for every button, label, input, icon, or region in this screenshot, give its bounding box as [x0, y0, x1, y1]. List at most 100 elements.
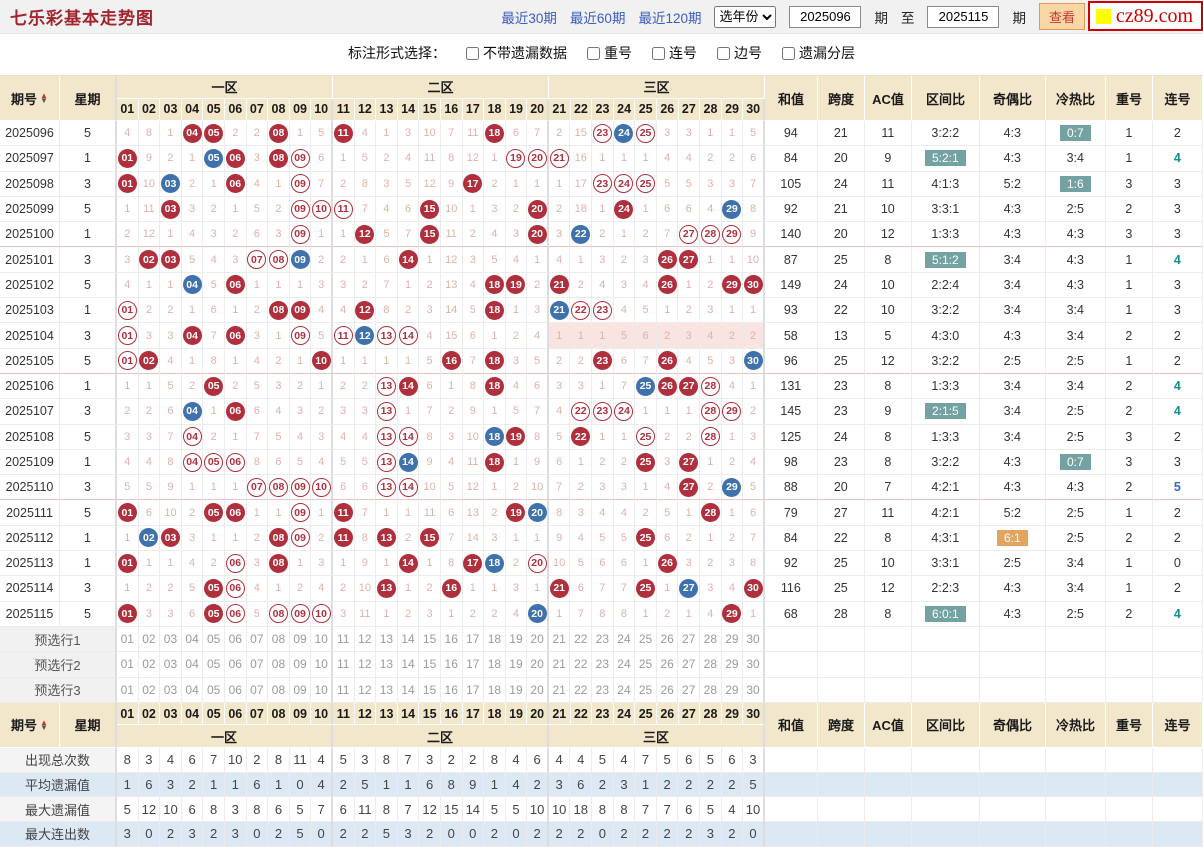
preselect-number-cell[interactable]: 28	[700, 652, 722, 678]
preselect-number-cell[interactable]: 30	[743, 626, 765, 653]
preselect-number[interactable]: 02	[142, 657, 156, 672]
preselect-number-cell[interactable]: 07	[246, 652, 269, 678]
preselect-number-cell[interactable]: 05	[203, 677, 225, 703]
checkbox-no-miss[interactable]	[466, 46, 479, 60]
preselect-number-cell[interactable]: 02	[138, 677, 161, 703]
preselect-number-cell[interactable]: 02	[138, 652, 161, 678]
preselect-number[interactable]: 21	[552, 657, 566, 672]
preselect-number[interactable]: 28	[703, 632, 717, 647]
link-last-30[interactable]: 最近30期	[501, 10, 557, 26]
preselect-number-cell[interactable]: 27	[678, 626, 701, 653]
preselect-number-cell[interactable]: 16	[440, 626, 463, 653]
preselect-number-cell[interactable]: 14	[397, 626, 420, 653]
preselect-number-cell[interactable]: 11	[332, 626, 355, 653]
preselect-number[interactable]: 19	[509, 657, 523, 672]
preselect-number-cell[interactable]: 13	[376, 677, 398, 703]
preselect-number[interactable]: 01	[120, 657, 134, 672]
preselect-number-cell[interactable]: 20	[527, 677, 549, 703]
preselect-number[interactable]: 12	[358, 657, 372, 672]
preselect-number-cell[interactable]: 21	[548, 652, 571, 678]
preselect-number-cell[interactable]: 19	[505, 626, 528, 653]
filter-option-no-miss[interactable]: 不带遗漏数据	[466, 43, 567, 63]
year-select[interactable]: 选年份	[714, 5, 777, 28]
checkbox-edge[interactable]	[717, 46, 730, 60]
preselect-number-cell[interactable]: 14	[397, 677, 420, 703]
preselect-number-cell[interactable]: 30	[743, 677, 765, 703]
site-logo[interactable]: cz89.com	[1087, 1, 1203, 31]
issue-from-input[interactable]	[789, 5, 862, 28]
preselect-number-cell[interactable]: 11	[332, 652, 355, 678]
preselect-number-cell[interactable]: 06	[224, 652, 247, 678]
preselect-number-cell[interactable]: 03	[160, 626, 182, 653]
preselect-number[interactable]: 23	[595, 682, 610, 697]
preselect-number[interactable]: 28	[703, 657, 717, 672]
preselect-number[interactable]: 14	[401, 632, 415, 647]
preselect-number[interactable]: 28	[703, 682, 717, 697]
preselect-number[interactable]: 05	[206, 682, 221, 697]
preselect-number-cell[interactable]: 06	[224, 626, 247, 653]
preselect-number[interactable]: 23	[595, 657, 610, 672]
preselect-number[interactable]: 27	[682, 682, 696, 697]
preselect-number[interactable]: 09	[293, 682, 307, 697]
preselect-number[interactable]: 06	[228, 682, 242, 697]
preselect-number[interactable]: 10	[314, 682, 328, 697]
preselect-number-cell[interactable]: 24	[613, 626, 636, 653]
link-last-120[interactable]: 最近120期	[638, 10, 702, 26]
preselect-number-cell[interactable]: 16	[440, 677, 463, 703]
preselect-number-cell[interactable]: 15	[419, 677, 441, 703]
preselect-number-cell[interactable]: 30	[743, 652, 765, 678]
preselect-number-cell[interactable]: 12	[354, 677, 377, 703]
preselect-number-cell[interactable]: 22	[570, 652, 593, 678]
preselect-number-cell[interactable]: 21	[548, 677, 571, 703]
preselect-number[interactable]: 21	[552, 632, 566, 647]
preselect-number-cell[interactable]: 15	[419, 652, 441, 678]
checkbox-repeat[interactable]	[587, 46, 600, 60]
issue-column-header[interactable]: 期号 ▲ ▼	[0, 702, 60, 748]
preselect-number[interactable]: 15	[422, 632, 437, 647]
sort-icon[interactable]: ▲ ▼	[40, 91, 48, 105]
preselect-number[interactable]: 20	[530, 657, 544, 672]
preselect-number[interactable]: 30	[746, 657, 760, 672]
preselect-number-cell[interactable]: 27	[678, 652, 701, 678]
preselect-number-cell[interactable]: 13	[376, 652, 398, 678]
preselect-number[interactable]: 26	[660, 682, 674, 697]
preselect-number-cell[interactable]: 19	[505, 652, 528, 678]
preselect-number[interactable]: 01	[120, 632, 134, 647]
preselect-number-cell[interactable]: 09	[289, 677, 312, 703]
preselect-number[interactable]: 12	[358, 682, 372, 697]
preselect-number[interactable]: 17	[466, 657, 480, 672]
preselect-number-cell[interactable]: 10	[311, 677, 333, 703]
preselect-number-cell[interactable]: 29	[721, 626, 744, 653]
filter-option-miss-layer[interactable]: 遗漏分层	[782, 43, 855, 63]
preselect-number[interactable]: 12	[358, 632, 372, 647]
preselect-number-cell[interactable]: 08	[268, 677, 290, 703]
preselect-number-cell[interactable]: 04	[181, 652, 204, 678]
preselect-number[interactable]: 18	[487, 682, 502, 697]
issue-to-input[interactable]	[927, 5, 1000, 28]
preselect-number-cell[interactable]: 26	[656, 652, 679, 678]
preselect-number[interactable]: 18	[487, 632, 502, 647]
preselect-number[interactable]: 26	[660, 632, 674, 647]
preselect-number[interactable]: 16	[444, 682, 458, 697]
preselect-number[interactable]: 02	[142, 682, 156, 697]
preselect-number[interactable]: 26	[660, 657, 674, 672]
preselect-number[interactable]: 05	[206, 632, 221, 647]
preselect-number-cell[interactable]: 20	[527, 626, 549, 653]
preselect-number[interactable]: 08	[271, 632, 286, 647]
preselect-number[interactable]: 06	[228, 657, 242, 672]
preselect-number-cell[interactable]: 01	[117, 626, 139, 653]
preselect-number[interactable]: 07	[250, 632, 264, 647]
preselect-number-cell[interactable]: 06	[224, 677, 247, 703]
preselect-number[interactable]: 16	[444, 657, 458, 672]
preselect-number[interactable]: 17	[466, 632, 480, 647]
preselect-number-cell[interactable]: 27	[678, 677, 701, 703]
preselect-number[interactable]: 22	[574, 632, 588, 647]
preselect-number[interactable]: 10	[314, 632, 328, 647]
preselect-number[interactable]: 30	[746, 632, 760, 647]
preselect-number[interactable]: 20	[530, 632, 544, 647]
preselect-number[interactable]: 14	[401, 682, 415, 697]
preselect-number-cell[interactable]: 08	[268, 626, 290, 653]
preselect-number[interactable]: 19	[509, 632, 523, 647]
preselect-number[interactable]: 19	[509, 682, 523, 697]
preselect-number[interactable]: 06	[228, 632, 242, 647]
